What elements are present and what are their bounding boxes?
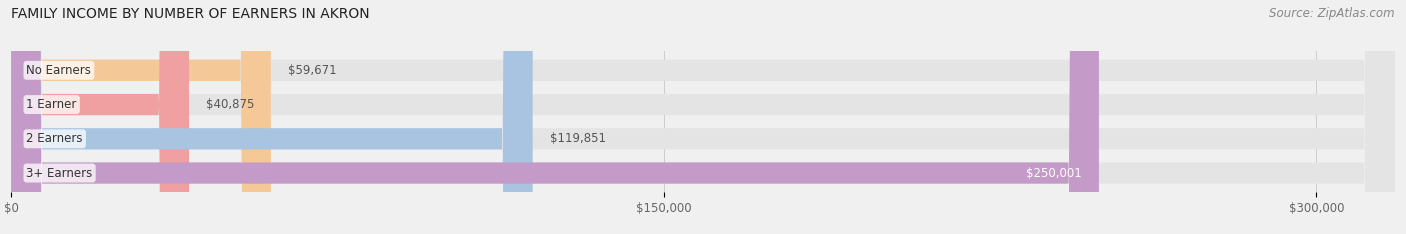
FancyBboxPatch shape — [11, 0, 1395, 234]
FancyBboxPatch shape — [11, 0, 188, 234]
Text: 2 Earners: 2 Earners — [27, 132, 83, 145]
Text: $59,671: $59,671 — [288, 64, 337, 77]
Text: $119,851: $119,851 — [550, 132, 606, 145]
Text: Source: ZipAtlas.com: Source: ZipAtlas.com — [1270, 7, 1395, 20]
Text: 1 Earner: 1 Earner — [27, 98, 77, 111]
Text: 3+ Earners: 3+ Earners — [27, 167, 93, 179]
FancyBboxPatch shape — [11, 0, 1395, 234]
Text: No Earners: No Earners — [27, 64, 91, 77]
FancyBboxPatch shape — [11, 0, 1099, 234]
FancyBboxPatch shape — [11, 0, 1395, 234]
Text: FAMILY INCOME BY NUMBER OF EARNERS IN AKRON: FAMILY INCOME BY NUMBER OF EARNERS IN AK… — [11, 7, 370, 21]
FancyBboxPatch shape — [11, 0, 1395, 234]
FancyBboxPatch shape — [11, 0, 271, 234]
Text: $40,875: $40,875 — [207, 98, 254, 111]
Text: $250,001: $250,001 — [1026, 167, 1081, 179]
FancyBboxPatch shape — [11, 0, 533, 234]
